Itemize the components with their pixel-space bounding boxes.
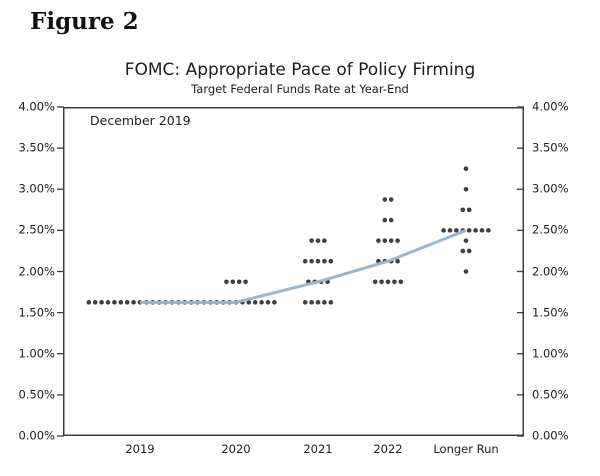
projection-dot: [246, 300, 252, 305]
projection-dot: [259, 300, 264, 305]
projection-dot: [236, 279, 242, 285]
x-axis-label: 2019: [125, 442, 155, 456]
projection-dot: [479, 228, 485, 233]
projection-dot: [124, 300, 130, 305]
projection-dot: [328, 258, 334, 264]
y-axis-label-right: 1.00%: [532, 346, 569, 360]
x-axis-label: 2021: [303, 442, 333, 456]
projection-dot: [309, 258, 314, 264]
projection-dot: [382, 197, 388, 202]
projection-dot: [463, 186, 469, 192]
projection-dot: [460, 207, 466, 213]
projection-dot: [224, 279, 229, 285]
y-axis-label-right: 2.00%: [532, 263, 569, 278]
projection-dot: [92, 300, 98, 305]
figure-label: Figure 2: [30, 8, 139, 35]
projection-dot: [322, 238, 327, 243]
projection-dot: [392, 279, 397, 285]
projection-dot: [118, 300, 124, 305]
projection-dot: [463, 238, 469, 243]
projection-dot: [309, 300, 314, 305]
y-axis-label-left: 4.00%: [18, 99, 55, 114]
projection-dot: [385, 279, 391, 285]
projection-dot: [99, 300, 104, 305]
projection-dot: [395, 258, 400, 264]
chart-title: FOMC: Appropriate Pace of Policy Firming: [124, 60, 476, 80]
projection-dot: [309, 238, 314, 243]
x-axis-label: 2020: [221, 442, 251, 456]
plot-border: [63, 107, 524, 436]
projection-dot: [86, 300, 92, 305]
projection-dot: [463, 269, 469, 274]
projection-dot: [272, 300, 277, 305]
projection-dot: [230, 279, 236, 285]
projection-dot: [302, 300, 308, 305]
chart-subtitle: Target Federal Funds Rate at Year-End: [191, 82, 409, 96]
meeting-date-annotation: December 2019: [90, 113, 191, 128]
projection-dot: [302, 258, 308, 264]
y-axis-label-right: 1.50%: [532, 304, 569, 319]
projection-dot: [466, 228, 472, 233]
projection-dot: [131, 300, 136, 305]
projection-dot: [388, 217, 394, 223]
y-axis-label-right: 0.50%: [532, 387, 569, 402]
y-axis-label-right: 3.00%: [532, 181, 569, 196]
projection-dot: [382, 238, 388, 243]
x-axis-label: 2022: [373, 442, 403, 456]
y-axis-label-right: 0.00%: [532, 428, 569, 443]
projection-dot: [105, 300, 111, 305]
projection-dot: [328, 300, 334, 305]
projection-dot: [388, 238, 394, 243]
projection-dot: [376, 238, 381, 243]
projection-dot: [463, 166, 469, 171]
median-line: [140, 228, 467, 304]
projection-dot: [473, 228, 478, 233]
y-axis-label-left: 1.50%: [18, 304, 55, 319]
projection-dot: [454, 228, 459, 233]
y-axis-label-left: 0.00%: [18, 428, 55, 443]
projection-dot: [398, 279, 404, 285]
x-axis-label: Longer Run: [433, 442, 499, 456]
y-axis-label-right: 4.00%: [532, 99, 569, 114]
y-axis-label-left: 3.50%: [18, 140, 55, 155]
projection-dot: [372, 279, 378, 285]
y-axis-label-left: 0.50%: [18, 387, 55, 402]
y-axis-label-left: 1.00%: [18, 346, 55, 360]
projection-dot: [322, 258, 327, 264]
projection-dot: [265, 300, 271, 305]
projection-dot: [460, 248, 466, 254]
projection-dot: [466, 207, 472, 213]
projection-dot: [382, 217, 388, 223]
projection-dot: [322, 300, 327, 305]
y-axis-label-left: 2.00%: [18, 263, 55, 278]
projection-dot: [447, 228, 453, 233]
projection-dot: [112, 300, 117, 305]
plot-area: [57, 106, 524, 437]
y-axis-label-right: 3.50%: [532, 140, 569, 155]
projection-dot: [315, 300, 321, 305]
projection-dot: [441, 228, 446, 233]
y-axis-label-right: 2.50%: [532, 222, 569, 237]
y-axis-label-left: 2.50%: [18, 222, 55, 237]
projection-dot: [379, 279, 384, 285]
projection-dot: [315, 258, 321, 264]
projection-dot: [252, 300, 258, 305]
y-axis-label-left: 3.00%: [18, 181, 55, 196]
projection-dot: [395, 238, 400, 243]
projection-dot: [466, 248, 472, 254]
projection-dot: [486, 228, 491, 233]
projection-dot: [315, 238, 321, 243]
projection-dot: [388, 197, 394, 202]
projection-dot: [243, 279, 248, 285]
